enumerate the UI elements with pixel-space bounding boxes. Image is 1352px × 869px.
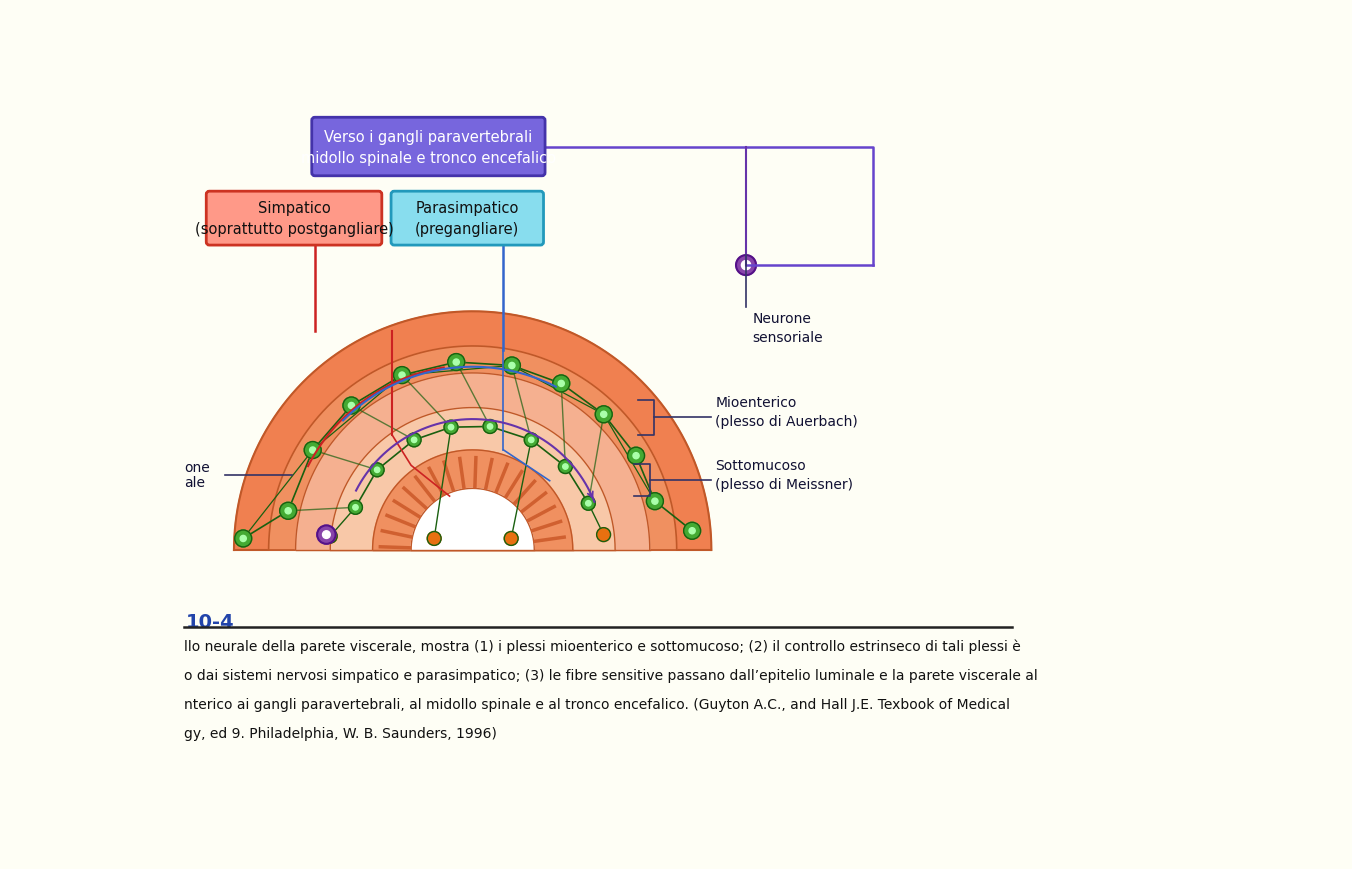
Circle shape: [735, 255, 756, 275]
Circle shape: [529, 438, 534, 443]
Text: gy, ed 9. Philadelphia, W. B. Saunders, 1996): gy, ed 9. Philadelphia, W. B. Saunders, …: [184, 726, 496, 740]
Circle shape: [285, 508, 291, 514]
Text: nterico ai gangli paravertebrali, al midollo spinale e al tronco encefalico. (Gu: nterico ai gangli paravertebrali, al mid…: [184, 697, 1010, 711]
Circle shape: [600, 412, 607, 418]
Polygon shape: [269, 347, 677, 550]
Circle shape: [558, 381, 564, 387]
Circle shape: [453, 360, 460, 366]
Circle shape: [595, 407, 612, 423]
Polygon shape: [234, 312, 711, 550]
Circle shape: [349, 501, 362, 514]
Circle shape: [581, 497, 595, 511]
Circle shape: [323, 531, 330, 539]
Polygon shape: [296, 374, 650, 550]
Circle shape: [304, 442, 322, 459]
Circle shape: [627, 448, 645, 465]
Circle shape: [448, 355, 465, 371]
Circle shape: [310, 448, 316, 454]
Circle shape: [393, 368, 411, 384]
Text: 10-4: 10-4: [187, 612, 235, 631]
Circle shape: [343, 397, 360, 415]
Text: ale: ale: [184, 475, 206, 489]
Circle shape: [483, 420, 498, 434]
Circle shape: [558, 460, 572, 474]
Text: Neurone
sensoriale: Neurone sensoriale: [752, 312, 823, 344]
FancyBboxPatch shape: [391, 192, 544, 246]
Circle shape: [427, 532, 441, 546]
Circle shape: [741, 262, 750, 270]
Circle shape: [443, 421, 458, 434]
Circle shape: [318, 526, 335, 544]
Text: Parasimpatico
(pregangliare): Parasimpatico (pregangliare): [415, 201, 519, 237]
Circle shape: [690, 528, 695, 534]
Circle shape: [633, 453, 639, 459]
Text: Simpatico
(soprattutto postgangliare): Simpatico (soprattutto postgangliare): [195, 201, 393, 237]
Text: o dai sistemi nervosi simpatico e parasimpatico; (3) le fibre sensitive passano : o dai sistemi nervosi simpatico e parasi…: [184, 668, 1038, 682]
FancyBboxPatch shape: [312, 118, 545, 176]
Circle shape: [370, 463, 384, 477]
Circle shape: [596, 528, 611, 542]
Circle shape: [241, 536, 246, 542]
Text: llo neurale della parete viscerale, mostra (1) i plessi mioenterico e sottomucos: llo neurale della parete viscerale, most…: [184, 639, 1021, 653]
Circle shape: [235, 530, 251, 547]
Circle shape: [585, 501, 591, 507]
Polygon shape: [330, 408, 615, 550]
Circle shape: [449, 425, 454, 430]
FancyBboxPatch shape: [207, 192, 381, 246]
Circle shape: [562, 464, 568, 469]
Polygon shape: [411, 489, 534, 550]
Circle shape: [407, 434, 420, 448]
Circle shape: [375, 468, 380, 473]
Circle shape: [684, 522, 700, 540]
Circle shape: [323, 529, 337, 543]
Text: Sottomucoso
(plesso di Meissner): Sottomucoso (plesso di Meissner): [715, 459, 853, 491]
Circle shape: [652, 499, 658, 505]
Circle shape: [503, 357, 521, 375]
Circle shape: [525, 434, 538, 448]
Circle shape: [280, 503, 296, 520]
Circle shape: [508, 363, 515, 369]
Circle shape: [487, 424, 492, 429]
Circle shape: [349, 403, 354, 409]
Circle shape: [504, 532, 518, 546]
Circle shape: [399, 373, 406, 379]
Circle shape: [646, 493, 664, 510]
Circle shape: [353, 505, 358, 510]
Circle shape: [553, 375, 569, 393]
Circle shape: [411, 438, 416, 443]
Text: one: one: [184, 461, 210, 474]
Text: Mioenterico
(plesso di Auerbach): Mioenterico (plesso di Auerbach): [715, 395, 859, 428]
Polygon shape: [373, 450, 573, 550]
Text: Verso i gangli paravertebrali
midollo spinale e tronco encefalico: Verso i gangli paravertebrali midollo sp…: [300, 129, 556, 165]
